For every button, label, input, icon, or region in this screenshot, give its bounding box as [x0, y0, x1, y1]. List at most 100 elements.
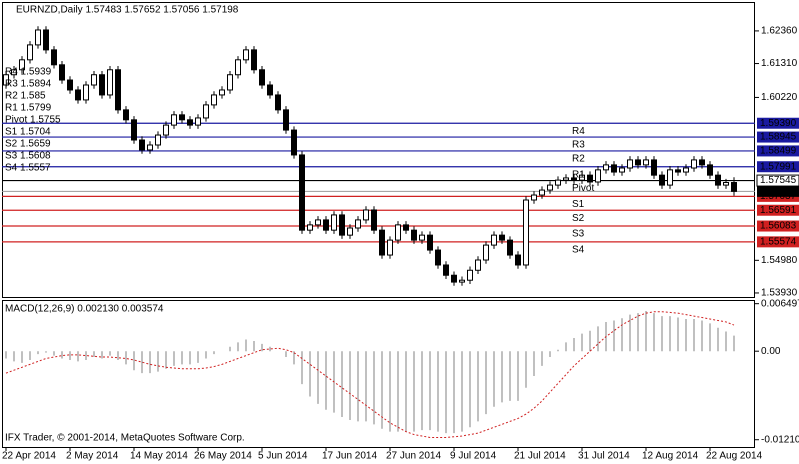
candle-body — [75, 89, 81, 101]
candle-body — [315, 219, 321, 226]
candle-body — [555, 179, 561, 186]
level-legend: R2 1.585 — [5, 91, 46, 102]
overlay: EURNZD,Daily 1.57483 1.57652 1.57056 1.5… — [5, 5, 245, 444]
candle-body — [571, 177, 577, 181]
price-label: 1.57991 — [760, 161, 797, 172]
y-tick-label: 0.006497 — [761, 298, 799, 309]
candle-body — [163, 124, 169, 136]
candle-body — [131, 119, 137, 141]
candle-body — [435, 249, 441, 266]
price-label: 1.59390 — [760, 118, 797, 129]
candle-body — [635, 159, 641, 166]
footer: IFX Trader, © 2001-2014, MetaQuotes Soft… — [5, 433, 245, 444]
candle-body — [3, 74, 9, 86]
candle-body — [451, 274, 457, 283]
candle-body — [195, 117, 201, 126]
x-tick-label: 14 May 2014 — [130, 451, 188, 462]
candle-body — [339, 214, 345, 236]
candle-body — [331, 214, 337, 231]
candle-body — [507, 239, 513, 256]
macd-title: MACD(12,26,9) 0.002130 0.003574 — [5, 304, 164, 315]
price-label: 1.56591 — [760, 205, 797, 216]
candle-body — [155, 134, 161, 146]
candle-body — [419, 234, 425, 241]
level-name: S1 — [572, 199, 585, 210]
candle-body — [67, 79, 73, 91]
candle-body — [427, 234, 433, 251]
level-legend: Pivot 1.5755 — [5, 115, 61, 126]
candle-body — [275, 94, 281, 111]
candle-body — [675, 169, 681, 173]
chart-title: EURNZD,Daily 1.57483 1.57652 1.57056 1.5… — [16, 5, 239, 16]
x-tick-label: 31 Jul 2014 — [578, 451, 630, 462]
candle-body — [459, 279, 465, 283]
y-tick-label: 0.00 — [761, 346, 781, 357]
candle-body — [107, 69, 113, 96]
candle-body — [595, 169, 601, 183]
candle-body — [259, 69, 265, 86]
candle-body — [203, 104, 209, 119]
candle-body — [547, 184, 553, 191]
candle-body — [579, 174, 585, 181]
candle-body — [291, 129, 297, 156]
candle-body — [267, 84, 273, 96]
candle-body — [51, 49, 57, 66]
candle-body — [115, 69, 121, 111]
candle-body — [515, 254, 521, 266]
x-tick-label: 17 Jun 2014 — [322, 451, 377, 462]
price-label: 1.58499 — [760, 146, 797, 157]
candle-body — [411, 229, 417, 241]
candle-body — [723, 182, 729, 186]
candle-body — [187, 119, 193, 126]
price-label-box — [757, 220, 799, 232]
candle-body — [467, 269, 473, 281]
price-label: 1.55574 — [760, 236, 797, 247]
x-tick-label: 22 Apr 2014 — [2, 451, 56, 462]
price-label-box — [757, 145, 799, 157]
x-tick-label: 5 Jun 2014 — [258, 451, 308, 462]
price-label-box — [757, 117, 799, 129]
price-label: 1.58945 — [760, 132, 797, 143]
candle-body — [35, 29, 41, 46]
y-tick-label: 1.61310 — [761, 58, 798, 69]
candle-body — [699, 159, 705, 166]
level-legend: S1 1.5704 — [5, 127, 51, 138]
candle-body — [707, 164, 713, 176]
candle-body — [283, 109, 289, 131]
candle-body — [715, 174, 721, 186]
price-panel: 1.62360 1.61310 1.60220 1.54980 1.53930 22 Ap… — [2, 26, 799, 462]
price-label-box — [757, 204, 799, 216]
x-tick-label: 22 Aug 2014 — [706, 451, 763, 462]
candle-body — [659, 174, 665, 186]
price-label-box — [757, 131, 799, 143]
x-tick-label: 9 Jul 2014 — [450, 451, 497, 462]
macd-panel: 0.006497 0.00 -0.012104 — [5, 298, 799, 445]
candle-body — [491, 234, 497, 246]
candle-body — [323, 219, 329, 231]
candle-body — [19, 59, 25, 71]
candle-body — [395, 224, 401, 241]
candle-body — [355, 219, 361, 229]
candle-body — [43, 29, 49, 51]
level-name: R4 — [572, 126, 585, 137]
macd-panel-frame — [2, 300, 755, 448]
candle-body — [171, 114, 177, 126]
candle-body — [99, 74, 105, 96]
candle-body — [123, 109, 129, 121]
level-name: S3 — [572, 229, 585, 240]
candle-body — [211, 94, 217, 106]
x-tick-label: 27 Jun 2014 — [386, 451, 441, 462]
candle-body — [235, 59, 241, 76]
candle-body — [475, 259, 481, 271]
price-label-box — [757, 161, 799, 173]
candle-body — [219, 89, 225, 96]
x-tick-label: 2 May 2014 — [66, 451, 119, 462]
price-label: 1.56083 — [760, 221, 797, 232]
candle-body — [27, 44, 33, 61]
candle-body — [347, 227, 353, 236]
candle-body — [251, 49, 257, 71]
current-price-box — [757, 185, 799, 197]
price-label: 1.57545 — [760, 175, 797, 186]
candle-body — [731, 182, 737, 192]
candle-body — [619, 167, 625, 173]
